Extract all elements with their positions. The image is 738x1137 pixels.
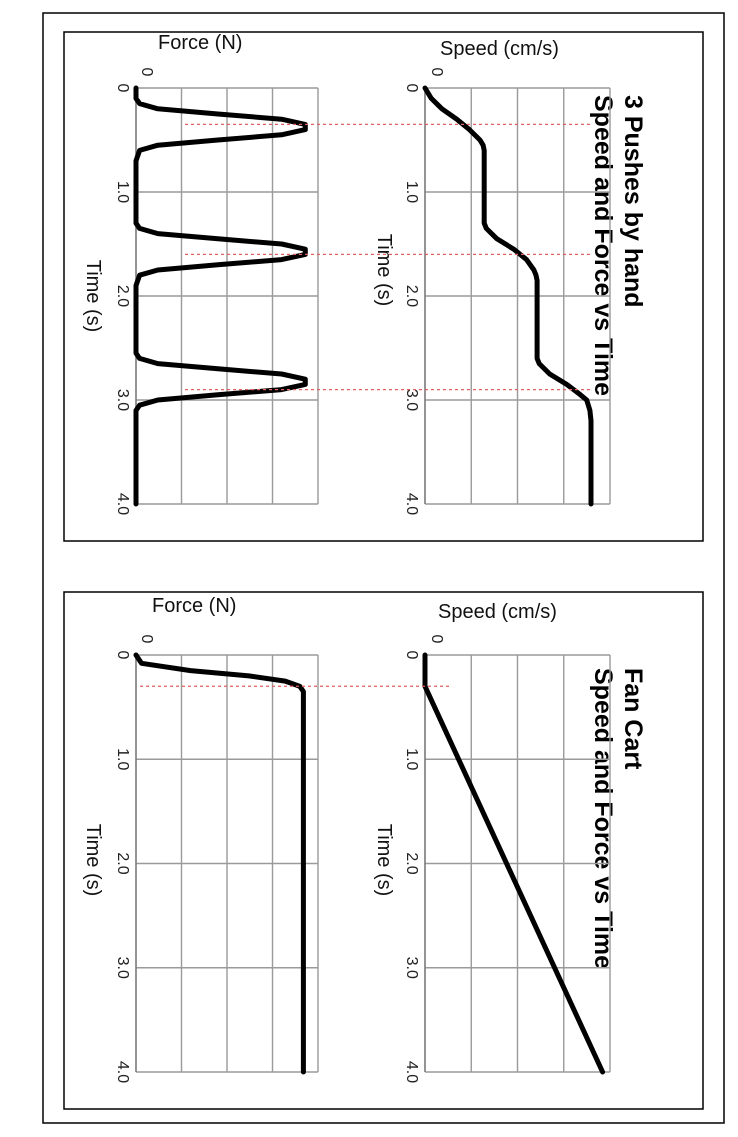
time-tick-label: 1.0	[114, 748, 131, 770]
time-tick-label: 2.0	[403, 852, 420, 874]
outer-frame	[42, 12, 725, 1124]
time-tick-label: 1.0	[114, 181, 131, 203]
chart-layer: 3 Pushes by handSpeed and Force vs Time0…	[82, 32, 647, 1083]
chart-title: Fan CartSpeed and Force vs Time	[589, 668, 647, 969]
time-tick-label: 3.0	[114, 957, 131, 979]
chart-title-line: Speed and Force vs Time	[589, 668, 617, 969]
value-zero-label: 0	[138, 635, 155, 644]
force-curve	[133, 652, 306, 1075]
speed-panel: 0 1.0 2.0 3.0 4.0 0 Speed (cm/s) Time (s)	[373, 38, 611, 515]
time-tick-label: 4.0	[114, 493, 131, 515]
force-panel: 0 1.0 2.0 3.0 4.0 0 Force (N) Time (s)	[82, 32, 319, 515]
speed-axis-label: Speed (cm/s)	[438, 601, 557, 623]
time-tick-label: 3.0	[114, 389, 131, 411]
time-tick-label: 1.0	[403, 181, 420, 203]
time-axis-label: Time (s)	[82, 260, 104, 333]
speed-axis-label: Speed (cm/s)	[440, 38, 559, 60]
time-tick-label: 3.0	[403, 957, 420, 979]
time-tick-label: 0	[114, 84, 131, 93]
speed-curve	[422, 85, 594, 507]
time-tick-label: 2.0	[403, 285, 420, 307]
time-tick-label: 4.0	[403, 1061, 420, 1083]
time-tick-label: 0	[403, 651, 420, 660]
value-zero-label: 0	[428, 68, 445, 77]
force-panel: 0 1.0 2.0 3.0 4.0 0 Force (N) Time (s)	[82, 595, 319, 1083]
panel-frame-fan-cart	[63, 591, 704, 1110]
time-tick-label: 0	[403, 84, 420, 93]
chart-title-line: Fan Cart	[619, 668, 647, 770]
chart-1: Fan CartSpeed and Force vs Time 0 1.0 2.0 3.…	[82, 595, 647, 1083]
speed-panel: 0 1.0 2.0 3.0 4.0 0 Speed (cm/s) Time (s)	[373, 601, 611, 1083]
panel-frame-pushes	[63, 31, 704, 542]
time-tick-label: 1.0	[403, 748, 420, 770]
time-tick-label: 3.0	[403, 389, 420, 411]
chart-title-line: 3 Pushes by hand	[619, 95, 647, 308]
chart-0: 3 Pushes by handSpeed and Force vs Time0…	[82, 32, 647, 515]
time-axis-label: Time (s)	[373, 234, 395, 307]
force-axis-label: Force (N)	[152, 595, 236, 617]
time-tick-label: 4.0	[403, 493, 420, 515]
value-zero-label: 0	[138, 68, 155, 77]
chart-title: 3 Pushes by handSpeed and Force vs Time	[589, 95, 647, 396]
time-tick-label: 2.0	[114, 852, 131, 874]
time-axis-label: Time (s)	[373, 824, 395, 897]
time-tick-label: 4.0	[114, 1061, 131, 1083]
time-tick-label: 0	[114, 651, 131, 660]
force-axis-label: Force (N)	[158, 32, 242, 54]
chart-title-line: Speed and Force vs Time	[589, 95, 617, 396]
value-zero-label: 0	[428, 635, 445, 644]
time-tick-label: 2.0	[114, 285, 131, 307]
time-axis-label: Time (s)	[82, 824, 104, 897]
